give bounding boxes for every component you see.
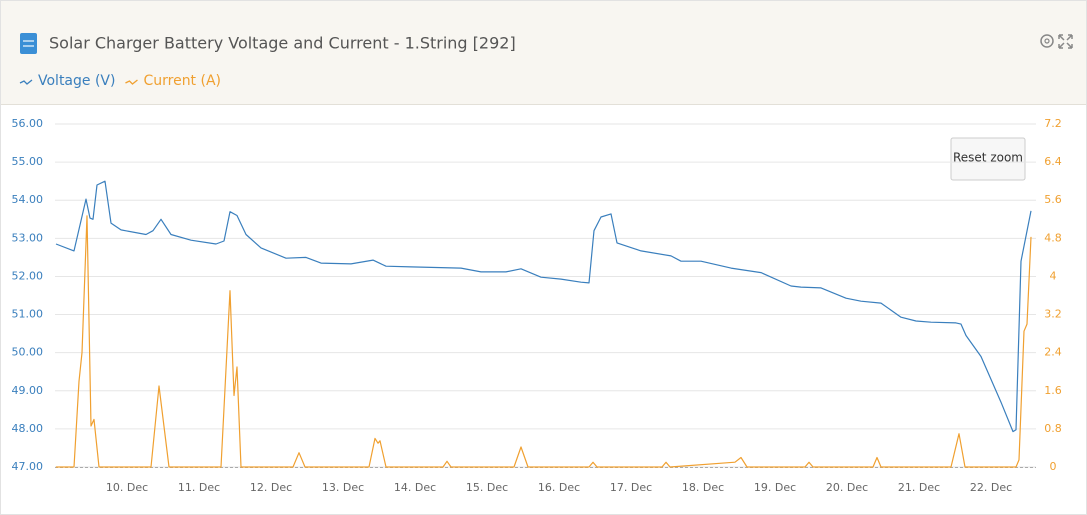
legend-label: Voltage (V)	[38, 73, 115, 89]
y-tick-label: 53.00	[12, 231, 44, 244]
y2-tick-label: 4.8	[1044, 231, 1062, 244]
chart-title: Solar Charger Battery Voltage and Curren…	[49, 34, 516, 53]
x-tick-label: 10. Dec	[106, 481, 148, 494]
legend-symbol	[125, 79, 138, 85]
x-tick-label: 22. Dec	[970, 481, 1012, 494]
y-tick-label: 56.00	[12, 117, 44, 130]
y2-tick-label: 3.2	[1044, 308, 1062, 321]
legend-label: Current (A)	[143, 73, 221, 89]
x-tick-label: 20. Dec	[826, 481, 868, 494]
x-tick-label: 17. Dec	[610, 481, 652, 494]
x-tick-label: 21. Dec	[898, 481, 940, 494]
y2-tick-label: 2.4	[1044, 346, 1062, 359]
series-line	[55, 180, 1032, 433]
y-tick-label: 48.00	[12, 422, 44, 435]
header	[1, 1, 1086, 104]
y2-tick-label: 4	[1050, 269, 1057, 282]
settings-icon[interactable]	[1040, 34, 1054, 48]
x-tick-label: 13. Dec	[322, 481, 364, 494]
y2-tick-label: 5.6	[1044, 193, 1062, 206]
y2-tick-label: 6.4	[1044, 155, 1062, 168]
x-tick-label: 11. Dec	[178, 481, 220, 494]
x-tick-label: 18. Dec	[682, 481, 724, 494]
y2-tick-label: 1.6	[1044, 384, 1062, 397]
expand-icon[interactable]	[1058, 34, 1073, 49]
y-tick-label: 49.00	[12, 384, 44, 397]
x-tick-label: 16. Dec	[538, 481, 580, 494]
y-tick-label: 54.00	[12, 193, 44, 206]
legend-symbol	[19, 79, 33, 85]
y-tick-label: 52.00	[12, 269, 44, 282]
x-tick-label: 19. Dec	[754, 481, 796, 494]
x-tick-label: 14. Dec	[394, 481, 436, 494]
y2-tick-label: 0.8	[1044, 422, 1062, 435]
series-line	[56, 215, 1032, 468]
x-tick-label: 12. Dec	[250, 481, 292, 494]
y-tick-label: 51.00	[12, 308, 44, 321]
x-tick-label: 15. Dec	[466, 481, 508, 494]
reset-zoom-button[interactable]: Reset zoom	[950, 137, 1026, 181]
icon	[20, 33, 37, 54]
y2-tick-label: 7.2	[1044, 117, 1062, 130]
button-label: Reset zoom	[953, 151, 1023, 165]
y-tick-label: 47.00	[12, 460, 44, 473]
y-tick-label: 55.00	[12, 155, 44, 168]
y2-tick-label: 0	[1050, 460, 1057, 473]
y-tick-label: 50.00	[12, 346, 44, 359]
